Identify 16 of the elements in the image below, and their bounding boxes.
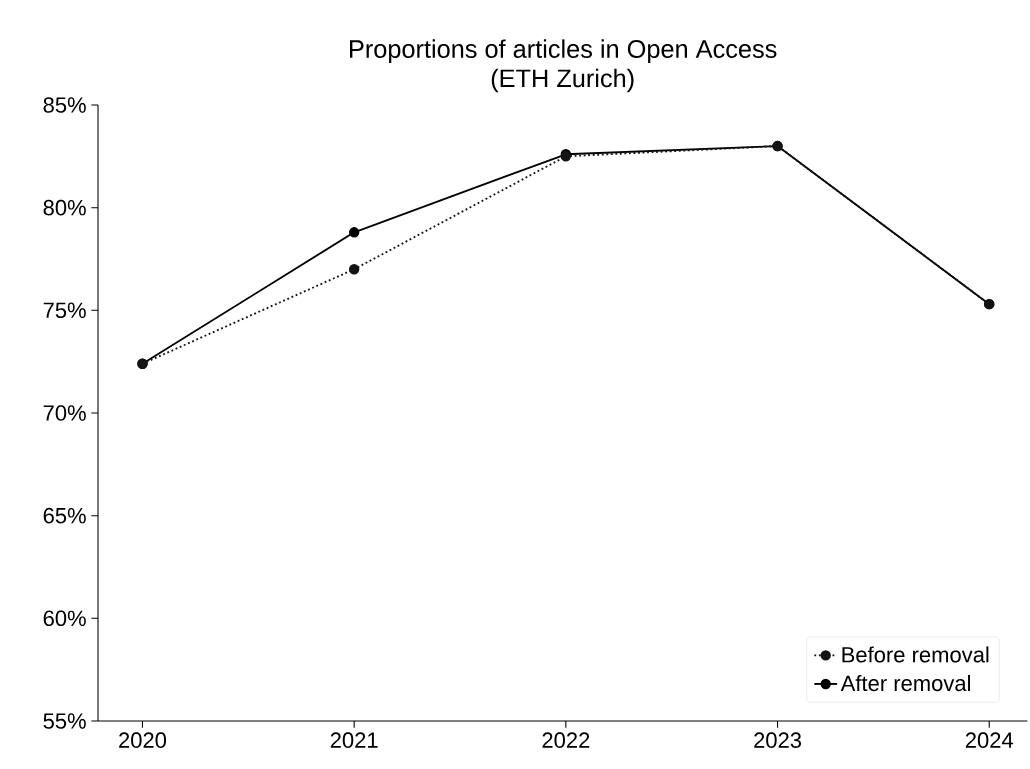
x-tick-label: 2023 — [754, 732, 802, 748]
x-tick-label: 2021 — [330, 732, 378, 748]
chart-subtitle: (ETH Zurich) — [491, 68, 634, 93]
y-tick-label: 75% — [43, 302, 86, 319]
legend-label: After removal — [840, 674, 970, 692]
y-tick-label: 70% — [43, 405, 86, 421]
y-tick-label: 55% — [43, 713, 86, 729]
chart-title: Proportions of articles in Open Access — [350, 39, 777, 63]
x-tick-label: 2022 — [542, 732, 590, 748]
x-tick-label: 2024 — [965, 732, 1014, 748]
y-tick-label: 85% — [43, 97, 86, 113]
legend-label: Before removal — [842, 646, 989, 663]
y-tick-label: 65% — [43, 507, 86, 524]
x-tick-label: 2020 — [119, 732, 167, 748]
y-tick-label: 60% — [43, 610, 86, 627]
y-tick-label: 80% — [43, 199, 86, 216]
